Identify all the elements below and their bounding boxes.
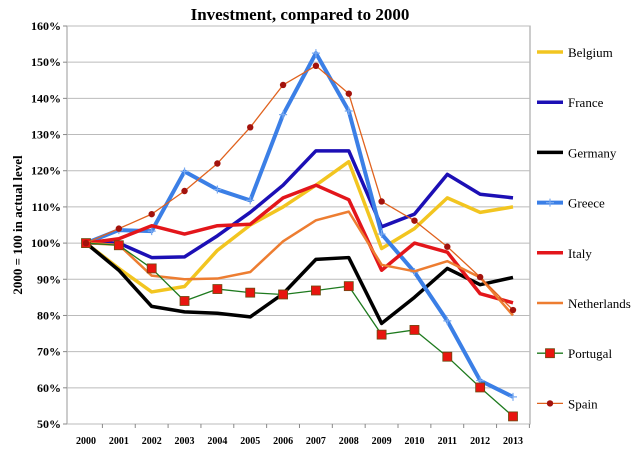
data-point (378, 198, 384, 204)
x-tick-label: 2011 (438, 436, 457, 447)
data-point (247, 124, 253, 130)
x-tick-label: 2005 (240, 436, 260, 447)
x-tick-label: 2010 (404, 436, 424, 447)
y-axis-label: 2000 = 100 in actual level (10, 155, 25, 295)
legend-marker (546, 349, 555, 358)
y-tick-label: 100% (31, 236, 61, 250)
data-point (443, 352, 452, 361)
series-line (86, 151, 513, 258)
legend-label: Belgium (568, 45, 613, 60)
legend-label: Netherlands (568, 296, 631, 311)
data-point (346, 90, 352, 96)
data-point (147, 264, 156, 273)
data-point (180, 296, 189, 305)
y-tick-label: 60% (37, 381, 61, 395)
data-point (313, 63, 319, 69)
x-tick-label: 2006 (273, 436, 293, 447)
x-tick-label: 2013 (503, 436, 523, 447)
x-tick-label: 2000 (76, 436, 96, 447)
legend-marker (546, 199, 554, 207)
y-tick-label: 150% (31, 55, 61, 69)
chart-title: Investment, compared to 2000 (191, 5, 410, 24)
x-tick-label: 2001 (109, 436, 129, 447)
data-point (214, 160, 220, 166)
legend-item-netherlands: Netherlands (537, 296, 631, 311)
y-tick-label: 140% (31, 91, 61, 105)
data-point (477, 274, 483, 280)
x-tick-label: 2003 (175, 436, 195, 447)
x-tick-label: 2012 (470, 436, 490, 447)
data-point (116, 225, 122, 231)
y-tick-label: 70% (37, 345, 61, 359)
legend-label: Spain (568, 396, 598, 411)
y-tick-label: 80% (37, 308, 61, 322)
x-tick-label: 2002 (142, 436, 162, 447)
legend-item-italy: Italy (537, 246, 592, 261)
y-tick-label: 120% (31, 164, 61, 178)
legend-item-greece: Greece (537, 196, 605, 211)
y-tick-label: 130% (31, 128, 61, 142)
data-point (279, 290, 288, 299)
data-point (213, 285, 222, 294)
data-point (83, 240, 89, 246)
legend-item-belgium: Belgium (537, 45, 613, 60)
legend-label: Italy (568, 246, 592, 261)
legend-label: Greece (568, 196, 605, 211)
x-tick-label: 2004 (207, 436, 227, 447)
y-tick-label: 50% (37, 417, 61, 431)
data-point (509, 412, 518, 421)
data-point (377, 330, 386, 339)
legend-item-portugal: Portugal (537, 346, 612, 361)
legend-item-france: France (537, 95, 604, 110)
legend-item-germany: Germany (537, 145, 617, 160)
legend-item-spain: Spain (537, 396, 598, 411)
data-point (444, 244, 450, 250)
data-point (344, 282, 353, 291)
series-france (86, 151, 513, 258)
data-point (410, 325, 419, 334)
legend-label: Germany (568, 145, 617, 160)
legend-marker (547, 400, 553, 406)
legend-label: France (568, 95, 604, 110)
x-tick-label: 2009 (372, 436, 392, 447)
data-point (510, 307, 516, 313)
data-point (311, 286, 320, 295)
data-point (280, 82, 286, 88)
data-point (148, 211, 154, 217)
y-tick-label: 110% (32, 200, 61, 214)
x-tick-label: 2007 (306, 436, 326, 447)
x-tick-label: 2008 (339, 436, 359, 447)
data-point (246, 288, 255, 297)
y-tick-label: 90% (37, 272, 61, 286)
data-point (476, 383, 485, 392)
y-tick-label: 160% (31, 19, 61, 33)
series-greece (82, 49, 517, 401)
data-point (411, 217, 417, 223)
data-point (181, 188, 187, 194)
legend-label: Portugal (568, 346, 612, 361)
data-point (114, 241, 123, 250)
